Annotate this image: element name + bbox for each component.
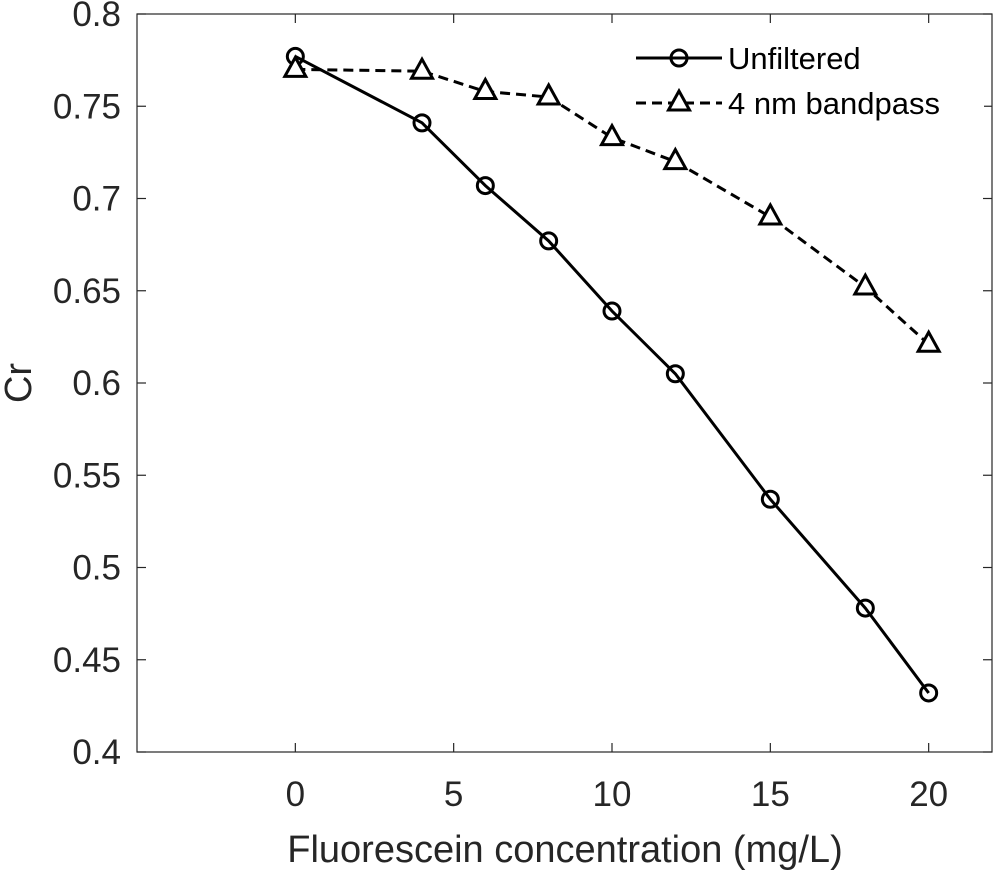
y-tick-label: 0.5: [72, 549, 121, 588]
y-tick-label: 0.65: [53, 272, 121, 311]
series-4-nm-bandpass: [282, 54, 942, 353]
series-line-unfiltered: [294, 55, 930, 694]
plot-area: [137, 14, 992, 752]
y-tick-label: 0.7: [72, 180, 121, 219]
y-tick-label: 0.55: [53, 456, 121, 495]
legend-marker-unfiltered: [669, 48, 689, 68]
x-tick-label: 0: [286, 775, 305, 814]
data-point-unfiltered: [919, 683, 939, 703]
legend-label-bandpass: 4 nm bandpass: [728, 86, 940, 121]
y-tick-label: 0.75: [53, 87, 121, 126]
data-point-4-nm-bandpass: [408, 56, 436, 80]
data-point-4-nm-bandpass: [535, 81, 562, 106]
y-axis-title: Cr: [0, 363, 40, 403]
series-layer: [282, 46, 942, 703]
y-tick-label: 0.45: [53, 641, 121, 680]
data-point-4-nm-bandpass: [472, 76, 499, 100]
data-point-unfiltered: [665, 364, 685, 384]
data-point-unfiltered: [855, 598, 875, 618]
data-point-unfiltered: [539, 231, 559, 251]
tick-layer: [137, 13, 992, 753]
data-point-4-nm-bandpass: [915, 329, 942, 353]
data-point-4-nm-bandpass: [757, 201, 784, 226]
legend-marker-bandpass: [665, 87, 693, 112]
y-tick-label: 0.4: [72, 733, 121, 772]
series-line-4-nm-bandpass: [295, 67, 930, 346]
data-point-unfiltered: [760, 489, 780, 509]
x-axis-title: Fluorescein concentration (mg/L): [287, 829, 842, 871]
x-tick-label: 20: [909, 775, 948, 814]
x-tick-label: 5: [444, 775, 463, 814]
data-point-unfiltered: [475, 176, 495, 196]
data-point-4-nm-bandpass: [282, 54, 309, 78]
legend-label-unfiltered: Unfiltered: [728, 41, 861, 76]
data-point-4-nm-bandpass: [598, 122, 626, 147]
data-point-4-nm-bandpass: [662, 146, 689, 171]
legend: Unfiltered 4 nm bandpass: [628, 36, 984, 122]
data-point-4-nm-bandpass: [852, 271, 879, 296]
x-tick-label: 15: [751, 775, 790, 814]
y-tick-label: 0.6: [72, 364, 121, 403]
x-tick-label: 10: [593, 775, 632, 814]
data-point-unfiltered: [412, 113, 432, 133]
tick-label-layer: 0 5 10 15 20 0.4 0.45 0.5 0.55 0.6 0.65 0.7 0.75 0.8: [53, 0, 948, 814]
y-tick-label: 0.8: [72, 0, 121, 34]
series-unfiltered: [285, 46, 939, 703]
data-point-unfiltered: [602, 301, 622, 321]
